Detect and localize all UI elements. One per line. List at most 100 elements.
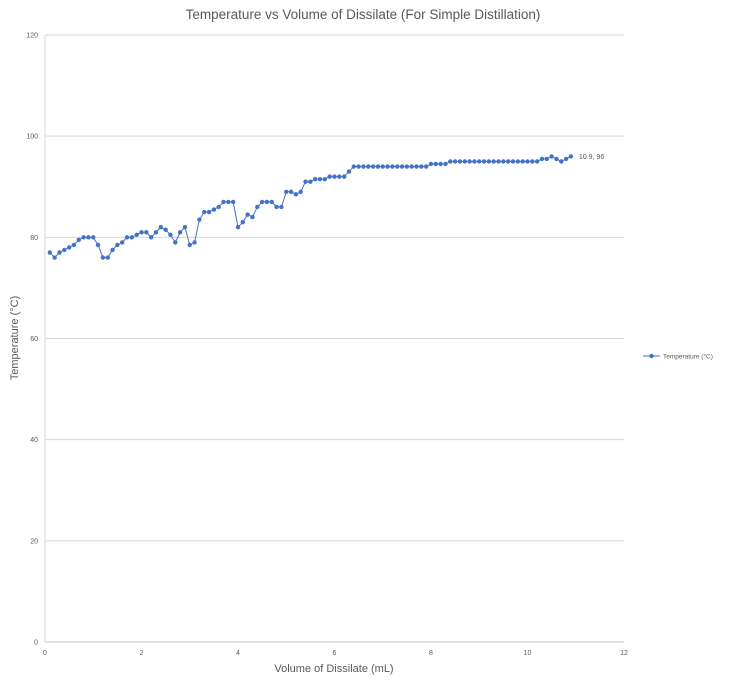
data-point <box>423 164 429 169</box>
data-point <box>269 199 274 205</box>
x-tick-label: 4 <box>236 650 240 657</box>
series-line <box>49 155 572 259</box>
data-point <box>375 164 381 169</box>
data-point <box>467 159 472 164</box>
data-point <box>568 154 574 159</box>
data-label-last-point: 10.9, 96 <box>579 154 604 161</box>
data-point <box>197 217 202 222</box>
data-point <box>91 235 96 240</box>
data-point <box>168 232 173 238</box>
data-point <box>124 235 130 240</box>
data-point <box>486 159 492 164</box>
data-point <box>187 242 192 248</box>
data-point <box>308 179 313 184</box>
x-tick-label: 10 <box>524 650 532 657</box>
data-point <box>47 250 53 255</box>
data-point <box>399 164 405 169</box>
data-point <box>361 164 366 169</box>
legend-marker <box>649 353 654 359</box>
data-point <box>428 161 434 167</box>
data-point <box>327 174 332 179</box>
data-point <box>105 255 110 260</box>
data-point <box>549 154 554 159</box>
data-point <box>534 159 540 164</box>
data-point <box>477 159 482 164</box>
data-point <box>452 159 458 164</box>
data-point <box>240 219 246 225</box>
data-point <box>332 174 337 179</box>
data-point <box>385 164 390 169</box>
data-point <box>433 161 439 167</box>
data-point <box>414 164 419 169</box>
y-tick-label: 0 <box>34 640 38 647</box>
data-point <box>356 164 361 169</box>
data-point <box>139 230 144 235</box>
data-point <box>211 207 217 212</box>
data-point <box>250 214 255 220</box>
x-tick-label: 2 <box>140 650 144 657</box>
y-tick-label: 40 <box>30 437 38 444</box>
data-point <box>129 235 135 240</box>
data-point <box>559 159 564 164</box>
data-point <box>322 176 328 182</box>
data-point <box>346 169 352 174</box>
data-point <box>221 199 226 205</box>
data-point <box>57 250 62 255</box>
data-point <box>506 159 511 164</box>
legend-entry-temperature: Temperature (°C) <box>663 353 713 361</box>
data-point <box>298 189 303 195</box>
data-point <box>226 199 231 205</box>
data-point <box>235 225 241 230</box>
data-point <box>448 159 453 164</box>
data-point <box>66 245 72 250</box>
x-tick-label: 12 <box>620 650 628 657</box>
data-point <box>472 159 477 164</box>
data-point <box>153 230 159 235</box>
data-point <box>115 242 120 248</box>
data-point <box>303 179 308 184</box>
y-tick-label: 20 <box>30 538 38 545</box>
data-point <box>230 199 236 205</box>
data-point <box>481 159 487 164</box>
data-point <box>317 176 323 182</box>
data-point <box>192 240 197 245</box>
data-point <box>544 156 549 162</box>
data-point <box>366 164 371 169</box>
y-tick-label: 80 <box>30 235 38 242</box>
data-point <box>341 174 347 179</box>
x-axis-label: Volume of Dissilate (mL) <box>274 663 393 675</box>
data-point <box>438 161 443 167</box>
data-point <box>86 235 91 240</box>
x-tick-label: 6 <box>333 650 337 657</box>
data-point <box>76 237 81 243</box>
data-point <box>539 156 545 162</box>
data-point <box>525 159 530 164</box>
y-tick-labels: 0 20 40 60 80 100 120 <box>26 33 38 647</box>
data-point <box>177 230 183 235</box>
x-tick-label: 0 <box>43 650 47 657</box>
series-temperature <box>47 154 574 260</box>
data-point <box>520 159 525 164</box>
data-point <box>216 204 221 210</box>
data-point <box>288 189 294 195</box>
data-point <box>279 204 284 210</box>
data-point <box>390 164 395 169</box>
data-point <box>491 159 496 164</box>
data-point <box>351 164 356 169</box>
data-point <box>134 232 139 238</box>
y-tick-label: 60 <box>30 336 38 343</box>
series-points <box>47 154 574 260</box>
data-point <box>370 164 376 169</box>
data-point <box>158 225 163 230</box>
y-tick-label: 100 <box>26 134 38 141</box>
data-point <box>173 240 178 245</box>
x-tick-labels: 0 2 4 6 8 10 12 <box>43 650 628 657</box>
data-point <box>120 240 125 245</box>
data-point <box>395 164 400 169</box>
data-point <box>100 255 106 260</box>
data-point <box>144 230 149 235</box>
data-point <box>496 159 501 164</box>
data-point <box>95 242 101 248</box>
data-point <box>530 159 535 164</box>
